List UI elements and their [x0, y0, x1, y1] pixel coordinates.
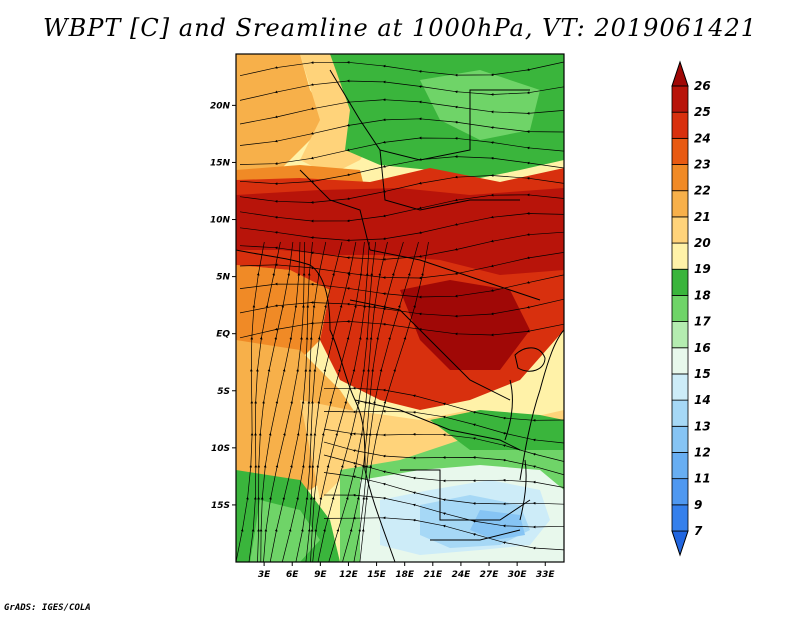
- colorbar-segment: [671, 216, 689, 244]
- lake-tanganyika: [504, 379, 513, 441]
- colorbar-label: 7: [694, 524, 703, 538]
- x-tick-label: 6E: [286, 570, 299, 580]
- colorbar-label: 26: [694, 79, 711, 93]
- x-tick-label: 21E: [423, 570, 443, 580]
- border-north-1: [329, 69, 530, 161]
- colorbar-segment: [671, 137, 689, 165]
- colorbar-label: 22: [694, 184, 711, 198]
- colorbar-label: 25: [694, 105, 711, 119]
- x-tick-label: 15E: [367, 570, 387, 580]
- chart-title: WBPT [C] and Sreamline at 1000hPa, VT: 2…: [42, 14, 758, 42]
- y-tick-label: 5N: [216, 273, 230, 283]
- y-tick-label: EQ: [216, 330, 230, 340]
- colorbar-segment: [671, 164, 689, 192]
- colorbar-segment: [671, 452, 689, 480]
- x-tick-label: 3E: [258, 570, 271, 580]
- x-tick-label: 33E: [536, 570, 556, 580]
- colorbar-label: 11: [694, 472, 711, 486]
- colorbar-segment: [671, 399, 689, 427]
- colorbar-segment: [671, 478, 689, 506]
- colorbar-lower-triangle: [671, 530, 689, 557]
- colorbar-label: 18: [694, 288, 711, 302]
- colorbar-label: 21: [694, 210, 711, 224]
- border-south-3: [430, 529, 521, 541]
- border-central-1: [369, 249, 541, 301]
- colorbar-segment: [671, 504, 689, 532]
- colorbar-segment: [671, 295, 689, 322]
- x-tick-label: 18E: [395, 570, 415, 580]
- colorbar-upper-triangle: [671, 60, 689, 87]
- colorbar-segment: [671, 347, 689, 375]
- border-north-2: [379, 149, 520, 211]
- y-tick-label: 15N: [210, 158, 231, 168]
- x-tick-label: 30E: [508, 570, 528, 580]
- streamline: [239, 274, 564, 299]
- streamline: [239, 252, 564, 280]
- streamline: [239, 98, 564, 125]
- colorbar-label: 24: [694, 131, 711, 145]
- y-tick-label: 20N: [210, 101, 231, 111]
- colorbar-segment: [671, 321, 689, 349]
- lake-victoria: [514, 347, 546, 372]
- colorbar-segment: [671, 111, 689, 139]
- coastlines-borders: [236, 69, 564, 562]
- colorbar-label: 9: [694, 498, 702, 512]
- colorbar-label: 23: [694, 158, 711, 172]
- wbpt-field: [236, 54, 564, 562]
- colorbar-segment: [671, 85, 689, 113]
- colorbar-segment: [671, 242, 689, 270]
- x-tick-label: 12E: [339, 570, 359, 580]
- colorbar-label: 20: [694, 236, 711, 250]
- y-tick-label: 5S: [217, 387, 230, 397]
- border-central-2: [349, 299, 511, 401]
- y-tick-label: 10N: [210, 216, 231, 226]
- colorbar-label: 17: [694, 315, 711, 329]
- streamline: [323, 516, 564, 551]
- y-axis: 20N 15N 10N 5N EQ 5S 10S 15S: [210, 101, 236, 511]
- lake-malawi: [519, 459, 527, 521]
- border-south-2: [400, 469, 531, 521]
- map-frame: [235, 53, 565, 563]
- colorbar: 7 9 11 12 13 14 15 16 17 18 19 20 21 22 23 24 25 26: [671, 60, 711, 557]
- colorbar-segment: [671, 373, 689, 401]
- colorbar-segment: [671, 268, 689, 296]
- streamline: [239, 79, 564, 101]
- border-south-1: [354, 399, 521, 451]
- grads-credit: GrADS: IGES/COLA: [4, 603, 91, 613]
- colorbar-label: 13: [694, 419, 711, 433]
- x-tick-label: 9E: [314, 570, 327, 580]
- streamline: [239, 320, 564, 339]
- x-tick-label: 27E: [480, 570, 500, 580]
- east-africa-coast: [519, 329, 564, 481]
- colorbar-label: 14: [694, 393, 711, 407]
- x-axis: 3E 6E 9E 12E 15E 18E 21E 24E 27E 30E 33E: [258, 562, 556, 580]
- colorbar-segment: [671, 425, 689, 453]
- streamline: [239, 298, 564, 318]
- y-tick-label: 15S: [211, 501, 230, 511]
- colorbar-label: 15: [694, 367, 711, 381]
- west-africa-coast: [236, 249, 396, 562]
- y-tick-label: 10S: [211, 444, 230, 454]
- streamline: [239, 60, 564, 77]
- colorbar-label: 12: [694, 445, 711, 459]
- border-west-1: [299, 169, 371, 251]
- x-tick-label: 24E: [452, 570, 472, 580]
- colorbar-label: 16: [694, 341, 711, 355]
- colorbar-label: 19: [694, 262, 711, 276]
- colorbar-segment: [671, 190, 689, 218]
